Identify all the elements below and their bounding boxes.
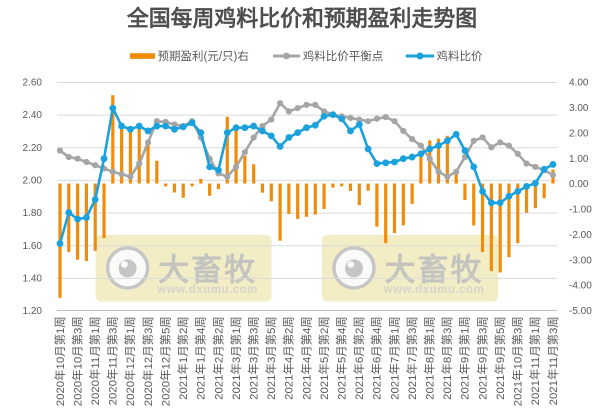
svg-text:-2.00: -2.00 bbox=[569, 230, 592, 241]
svg-text:2021年3月第5周: 2021年3月第5周 bbox=[264, 316, 278, 400]
svg-text:2021年8月第3周: 2021年8月第3周 bbox=[440, 316, 454, 400]
svg-text:2.20: 2.20 bbox=[23, 143, 43, 154]
svg-text:2021年11月第3周: 2021年11月第3周 bbox=[546, 316, 560, 405]
svg-text:-5.00: -5.00 bbox=[569, 306, 592, 317]
svg-text:2020年12月第3周: 2020年12月第3周 bbox=[141, 316, 155, 406]
svg-text:2021年1月第4周: 2021年1月第4周 bbox=[194, 316, 208, 400]
svg-text:2021年4月第4周: 2021年4月第4周 bbox=[299, 316, 313, 400]
svg-text:2020年12月第5周: 2020年12月第5周 bbox=[158, 316, 172, 406]
svg-text:大畜牧: 大畜牧 bbox=[158, 253, 257, 288]
svg-text:2021年9月第1周: 2021年9月第1周 bbox=[458, 316, 472, 400]
svg-text:4.00: 4.00 bbox=[569, 78, 589, 89]
svg-text:1.60: 1.60 bbox=[23, 241, 43, 252]
svg-text:2021年9月第3周: 2021年9月第3周 bbox=[475, 316, 489, 400]
svg-text:2020年11月第3周: 2020年11月第3周 bbox=[106, 316, 120, 405]
svg-text:2021年1月第2周: 2021年1月第2周 bbox=[176, 316, 190, 400]
svg-text:1.00: 1.00 bbox=[569, 154, 589, 165]
svg-text:2.40: 2.40 bbox=[23, 110, 43, 121]
svg-text:-3.00: -3.00 bbox=[569, 255, 592, 266]
svg-text:2.00: 2.00 bbox=[569, 128, 589, 139]
svg-text:-4.00: -4.00 bbox=[569, 281, 592, 292]
svg-text:1.40: 1.40 bbox=[23, 273, 43, 284]
svg-text:2020年10月第3周: 2020年10月第3周 bbox=[70, 316, 84, 406]
svg-text:鸡料比价: 鸡料比价 bbox=[437, 49, 483, 63]
svg-text:0.00: 0.00 bbox=[569, 179, 589, 190]
svg-text:2021年6月第4周: 2021年6月第4周 bbox=[370, 316, 384, 400]
svg-text:2021年11月第1周: 2021年11月第1周 bbox=[528, 316, 542, 405]
svg-text:2021年2月第2周: 2021年2月第2周 bbox=[211, 316, 225, 400]
svg-text:2021年3月第1周: 2021年3月第1周 bbox=[229, 316, 243, 400]
svg-text:2020年10月第1周: 2020年10月第1周 bbox=[53, 316, 67, 406]
svg-text:2021年10月第3周: 2021年10月第3周 bbox=[511, 316, 525, 406]
svg-text:2021年3月第3周: 2021年3月第3周 bbox=[246, 316, 260, 400]
svg-text:1.20: 1.20 bbox=[23, 306, 43, 317]
svg-text:2020年11月第1周: 2020年11月第1周 bbox=[88, 316, 102, 405]
svg-text:2021年9月第5周: 2021年9月第5周 bbox=[493, 316, 507, 400]
svg-text:1.80: 1.80 bbox=[23, 208, 43, 219]
svg-text:2021年5月第4周: 2021年5月第4周 bbox=[335, 316, 349, 400]
svg-text:2021年7月第3周: 2021年7月第3周 bbox=[405, 316, 419, 400]
svg-text:2021年6月第2周: 2021年6月第2周 bbox=[352, 316, 366, 400]
svg-text:2021年4月第2周: 2021年4月第2周 bbox=[282, 316, 296, 400]
svg-text:全国每周鸡料比价和预期盈利走势图: 全国每周鸡料比价和预期盈利走势图 bbox=[126, 6, 477, 31]
svg-text:2021年8月第1周: 2021年8月第1周 bbox=[423, 316, 437, 400]
svg-text:www.dxumu.com: www.dxumu.com bbox=[383, 284, 485, 296]
svg-text:鸡料比价平衡点: 鸡料比价平衡点 bbox=[303, 49, 384, 63]
svg-text:3.00: 3.00 bbox=[569, 103, 589, 114]
svg-text:2020年12月第1周: 2020年12月第1周 bbox=[123, 316, 137, 406]
svg-text:预期盈利(元/只)右: 预期盈利(元/只)右 bbox=[158, 49, 249, 63]
svg-text:2021年7月第1周: 2021年7月第1周 bbox=[387, 316, 401, 400]
svg-text:2.00: 2.00 bbox=[23, 176, 43, 187]
svg-text:-1.00: -1.00 bbox=[569, 205, 592, 216]
svg-text:大畜牧: 大畜牧 bbox=[385, 253, 484, 288]
svg-text:www.dxumu.com: www.dxumu.com bbox=[156, 284, 258, 296]
svg-text:2.60: 2.60 bbox=[23, 78, 43, 89]
svg-text:2021年5月第2周: 2021年5月第2周 bbox=[317, 316, 331, 400]
